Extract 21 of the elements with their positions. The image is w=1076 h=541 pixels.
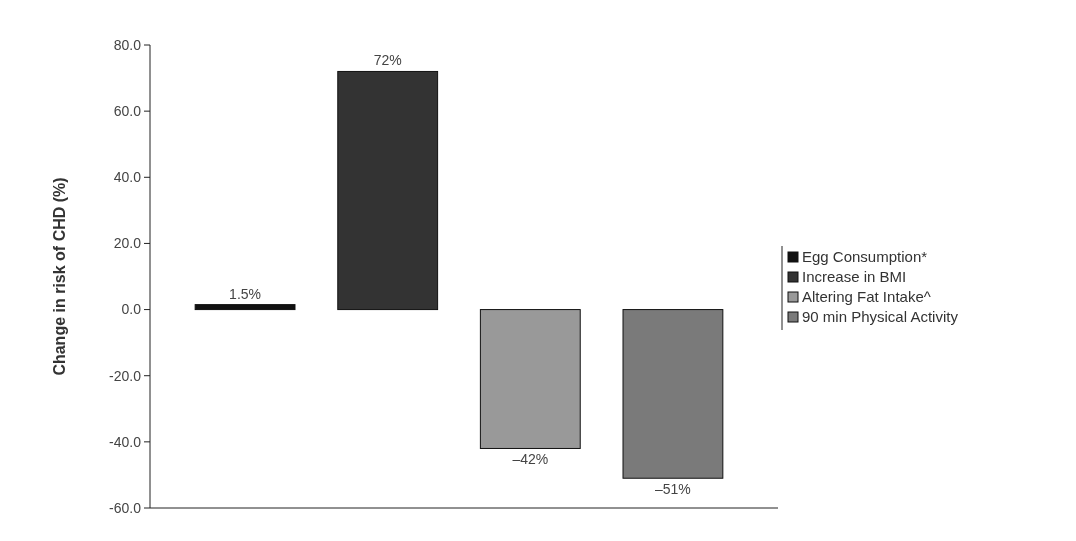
y-tick-label: 0.0 — [121, 301, 142, 318]
y-tick-label: -20.0 — [109, 367, 142, 384]
y-tick-label: 80.0 — [113, 36, 142, 53]
legend-label: Egg Consumption* — [802, 248, 928, 266]
y-tick-label: 60.0 — [113, 103, 142, 120]
y-tick-label: -60.0 — [109, 499, 142, 516]
y-tick-label: 20.0 — [113, 235, 142, 252]
legend-label: Increase in BMI — [802, 268, 907, 286]
data-label: 1.5% — [229, 285, 262, 302]
bar — [479, 309, 581, 449]
data-label: 72% — [373, 52, 402, 69]
y-tick-label: 40.0 — [113, 169, 142, 186]
y-tick-label: -40.0 — [109, 433, 142, 450]
data-label: –42% — [512, 451, 549, 468]
bar — [337, 70, 439, 311]
data-label: –51% — [655, 481, 691, 498]
legend-label: 90 min Physical Activity — [802, 308, 959, 326]
bar — [622, 309, 724, 479]
legend-label: Altering Fat Intake^ — [802, 288, 931, 306]
bar — [194, 304, 296, 311]
y-axis-title: Change in risk of CHD (%) — [51, 177, 68, 376]
